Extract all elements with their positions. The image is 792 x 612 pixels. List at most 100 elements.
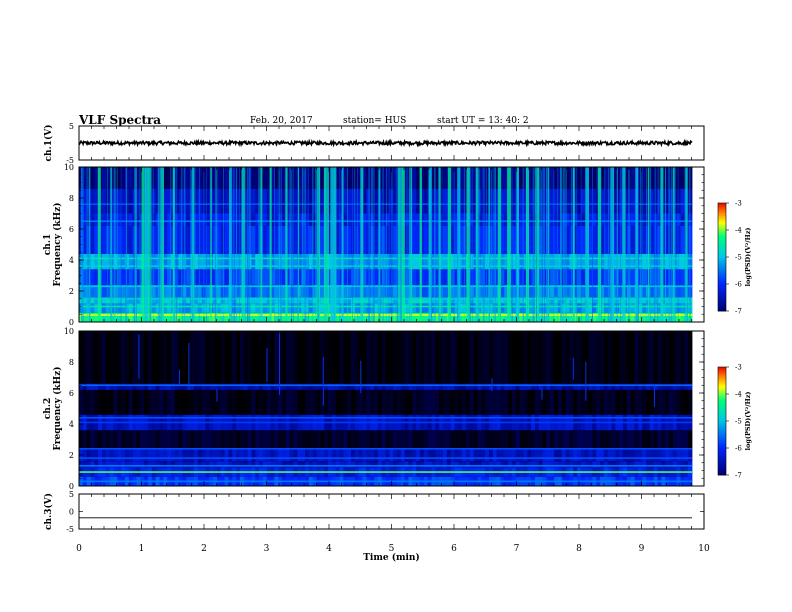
ch1-spectrogram-sferic <box>599 167 600 322</box>
ch1-spectrogram-band-cell <box>573 312 578 322</box>
ch2-spectrogram-band-cell <box>477 448 482 462</box>
ch1-spectrogram-band-cell <box>615 188 620 214</box>
ch2-spectrogram-band-cell <box>504 389 509 415</box>
ch2-spectrogram-colorbar-step <box>718 462 726 465</box>
ch1-spectrogram-band-cell <box>186 253 191 270</box>
ch2-spectrogram-band-cell <box>266 383 271 390</box>
ch1-spectrogram-band-cell <box>462 303 467 313</box>
ch1-spectrogram-band-cell <box>362 253 367 270</box>
ch1-spectrogram-band-cell <box>94 269 99 285</box>
ch1-spectrogram-band-cell <box>128 303 134 313</box>
ch1-spectrogram-band-cell <box>649 303 655 313</box>
ch2-spectrogram-band-cell <box>469 430 475 449</box>
ch1-spectrogram-band-cell <box>132 188 137 214</box>
ch2-spectrogram-band-cell <box>454 461 459 468</box>
ch1-spectrogram-band-cell <box>676 167 681 189</box>
ch1-spectrogram-sferic <box>386 167 387 322</box>
ch1-spectrogram-sferic <box>635 167 637 322</box>
ch1-spectrogram-band-cell <box>607 312 612 322</box>
ch2-spectrogram-band-cell <box>255 448 260 462</box>
ch1-spectrogram-band-cell <box>274 303 279 313</box>
ch1-spectrogram-sferic <box>621 167 623 322</box>
ch1-spectrogram-sferic <box>145 167 147 322</box>
ch1-spectrogram-band-cell <box>385 225 390 254</box>
ch1-spectrogram-band-cell <box>186 188 191 214</box>
ch2-spectrogram-band-cell <box>201 383 206 390</box>
ch1-spectrogram-band-cell <box>354 269 360 285</box>
ch2-spectrogram-band-cell <box>274 383 279 390</box>
ch1-spectrogram-band-cell <box>232 188 237 214</box>
ch2-spectrogram-band-cell <box>251 461 256 468</box>
ch1-spectrogram-band-cell <box>167 284 172 298</box>
ch1-spectrogram-band-cell <box>94 225 99 254</box>
ch2-spectrogram-band-cell <box>262 331 268 384</box>
ch1-spectrogram-band-cell <box>293 253 298 270</box>
ch2-spectrogram-band-cell <box>496 461 501 468</box>
ch1-spectrogram-sferic <box>510 167 512 322</box>
ch1-spectrogram-ylabel: Frequency (kHz) <box>52 202 63 286</box>
ch2-spectrogram-band-cell <box>239 389 245 415</box>
ch1-spectrogram-sferic <box>152 167 154 322</box>
ch1-spectrogram-band-cell <box>477 284 482 298</box>
ch2-spectrogram-colorbar-step <box>718 383 726 386</box>
ch1-spectrogram-sferic <box>149 167 151 322</box>
ch2-spectrogram-band-cell <box>209 461 214 468</box>
ch1-spectrogram-sferic <box>277 167 279 322</box>
ch1-spectrogram-band-cell <box>661 312 666 322</box>
ch2-spectrogram-band-cell <box>366 383 371 390</box>
ch1-spectrogram-band-cell <box>151 213 157 226</box>
ch1-spectrogram-band-cell <box>657 303 662 313</box>
ch2-spectrogram-band-cell <box>86 383 91 390</box>
ch2-spectrogram-band-cell <box>155 430 160 449</box>
ch1-spectrogram-band-cell <box>216 303 222 313</box>
ch1-spectrogram-band-cell <box>182 213 187 226</box>
ch1-spectrogram-band-cell <box>661 213 666 226</box>
ch1-spectrogram-band-cell <box>523 297 528 304</box>
ch1-spectrogram-sferic <box>668 167 670 322</box>
ch2-spectrogram-band-cell <box>519 383 524 390</box>
ch1-spectrogram-band-cell <box>423 284 429 298</box>
ch2-spectrogram-band-cell <box>328 383 333 390</box>
ch1-spectrogram-band-cell <box>688 167 693 189</box>
ch1-spectrogram-band-cell <box>649 253 655 270</box>
ch1-spectrogram-band-cell <box>216 284 222 298</box>
ch2-spectrogram-band-cell <box>209 448 214 462</box>
ch1-spectrogram-band-cell <box>600 269 605 285</box>
ch2-spectrogram-band-cell <box>396 461 402 468</box>
ch1-spectrogram-colorbar-step <box>718 278 726 281</box>
ch2-spectrogram-band-cell <box>377 448 383 462</box>
ch1-spectrogram-band-cell <box>500 188 505 214</box>
ch2-spectrogram-band-cell <box>113 448 118 462</box>
ch2-spectrogram-band-cell <box>542 448 547 462</box>
ch2-spectrogram-band-cell <box>366 331 371 384</box>
ch2-spectrogram-band-cell <box>121 430 126 449</box>
ch1-spectrogram-band-cell <box>270 269 275 285</box>
ch1-spectrogram-band-cell <box>305 284 310 298</box>
ch2-spectrogram-band-cell <box>577 331 582 384</box>
ch1-spectrogram-band-cell <box>592 213 597 226</box>
ch2-spectrogram-band-cell <box>193 461 199 468</box>
ch2-spectrogram-band-cell <box>262 389 268 415</box>
ch2-spectrogram-band-cell <box>374 389 379 415</box>
ch2-spectrogram-tone-line <box>79 471 692 473</box>
ch2-spectrogram-band-cell <box>86 389 91 415</box>
ch1-spectrogram-band-cell <box>615 253 620 270</box>
ch1-spectrogram-band-cell <box>374 253 379 270</box>
ch1-spectrogram-band-cell <box>381 188 386 214</box>
ch2-spectrogram-band-cell <box>193 331 199 384</box>
ch1-spectrogram-band-cell <box>90 312 95 322</box>
ch1-spectrogram-band-cell <box>554 213 559 226</box>
ch1-spectrogram-band-cell <box>201 303 206 313</box>
xtick-label: 4 <box>326 544 332 554</box>
ch1-spectrogram-band-cell <box>293 297 298 304</box>
ch1-spectrogram-sferic <box>382 167 384 322</box>
ch1-spectrogram-band-cell <box>201 253 206 270</box>
ch1-spectrogram-band-cell <box>151 269 157 285</box>
ch1-spectrogram-band-cell <box>86 167 91 189</box>
ch1-spectrogram-band-cell <box>607 297 612 304</box>
ch1-spectrogram-band-cell <box>565 303 570 313</box>
ch1-spectrogram-band-cell <box>473 167 478 189</box>
ch2-spectrogram-band-cell <box>262 383 268 390</box>
ch1-spectrogram-band-cell <box>105 167 111 189</box>
ch1-spectrogram-band-cell <box>603 297 609 304</box>
